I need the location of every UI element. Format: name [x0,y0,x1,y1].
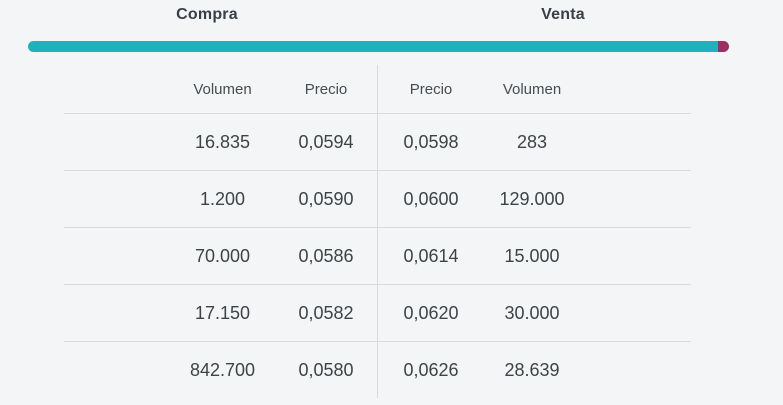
sell-volume-value: 129.000 [499,188,565,209]
order-book-row[interactable]: 17.150 0,0582 0,0620 30.000 [64,285,691,342]
sell-volume-value: 15.000 [504,245,560,266]
buy-price-value: 0,0594 [298,131,354,152]
buy-price-value: 0,0580 [298,359,354,380]
sell-price-value: 0,0614 [377,228,484,284]
row-spacer-right [580,228,691,284]
row-spacer-left [64,114,170,170]
sell-volume-value: 28.639 [504,359,560,380]
order-book-row[interactable]: 70.000 0,0586 0,0614 15.000 [64,228,691,285]
header-buy-volume: Volumen [193,80,252,98]
buy-price-value: 0,0586 [298,245,354,266]
buy-volume-value: 1.200 [199,188,246,209]
header-buy-price: Precio [304,80,348,98]
row-spacer-left [64,342,170,398]
header-sell-price: Precio [377,65,484,113]
depth-bar-buy-segment [28,41,718,52]
sell-price-value: 0,0600 [377,171,484,227]
buy-price-value: 0,0582 [298,302,354,323]
row-spacer-right [580,285,691,341]
buy-volume-value: 70.000 [194,245,251,266]
row-spacer-left [64,171,170,227]
row-spacer-right [580,342,691,398]
buy-volume-value: 16.835 [194,131,251,152]
order-book-row[interactable]: 1.200 0,0590 0,0600 129.000 [64,171,691,228]
depth-bar-sell-segment [717,41,729,52]
order-book-row[interactable]: 16.835 0,0594 0,0598 283 [64,114,691,171]
order-book-table: Volumen Precio Precio Volumen 16.835 0,0… [64,65,691,398]
order-book-header-row: Volumen Precio Precio Volumen [64,65,691,114]
buy-sell-depth-bar [28,41,729,52]
row-spacer-right [580,171,691,227]
buy-volume-value: 842.700 [189,359,256,380]
row-spacer-left [64,285,170,341]
row-spacer-right [580,114,691,170]
header-sell-volume: Volumen [502,80,562,98]
row-spacer-left [64,228,170,284]
header-spacer-right [580,65,691,113]
sell-price-value: 0,0598 [377,114,484,170]
order-book-row[interactable]: 842.700 0,0580 0,0626 28.639 [64,342,691,398]
sell-volume-value: 30.000 [504,302,560,323]
buy-volume-value: 17.150 [194,302,251,323]
header-spacer-left [64,65,170,113]
buy-price-value: 0,0590 [298,188,354,209]
buy-side-title: Compra [176,6,238,23]
sell-volume-value: 283 [516,131,548,152]
sell-price-value: 0,0626 [377,342,484,398]
sell-side-title: Venta [541,6,585,23]
sell-price-value: 0,0620 [377,285,484,341]
